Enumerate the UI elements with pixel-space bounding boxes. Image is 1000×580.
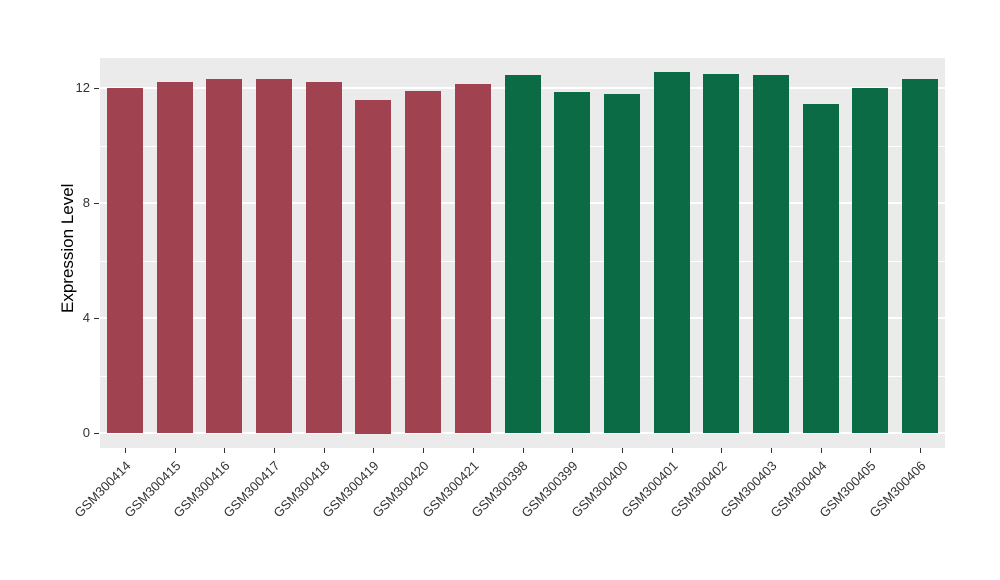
x-tick-mark	[373, 448, 374, 453]
x-tick-mark	[721, 448, 722, 453]
x-tick-mark	[572, 448, 573, 453]
y-tick-mark	[94, 433, 99, 434]
bar	[206, 79, 242, 433]
bar	[306, 82, 342, 433]
bar	[852, 88, 888, 433]
x-tick-mark	[622, 448, 623, 453]
bar	[107, 88, 143, 433]
x-tick-mark	[821, 448, 822, 453]
y-tick-label: 0	[82, 425, 90, 440]
x-tick-mark	[870, 448, 871, 453]
y-axis-title: Expression Level	[58, 183, 77, 313]
bar	[505, 75, 541, 433]
y-tick-label: 8	[82, 195, 90, 210]
x-tick-mark	[423, 448, 424, 453]
x-tick-mark	[125, 448, 126, 453]
y-tick-mark	[94, 88, 99, 89]
bar	[753, 75, 789, 433]
bar	[654, 72, 690, 433]
bar	[157, 82, 193, 433]
x-tick-mark	[473, 448, 474, 453]
bar	[902, 79, 938, 433]
x-tick-mark	[274, 448, 275, 453]
x-tick-mark	[523, 448, 524, 453]
x-tick-mark	[672, 448, 673, 453]
x-tick-mark	[224, 448, 225, 453]
x-tick-mark	[175, 448, 176, 453]
x-tick-mark	[324, 448, 325, 453]
bar	[703, 74, 739, 433]
bar	[256, 79, 292, 433]
plot-panel	[100, 58, 945, 448]
bar	[405, 91, 441, 433]
bar	[604, 94, 640, 433]
bar	[554, 92, 590, 433]
bar	[455, 84, 491, 433]
y-tick-mark	[94, 318, 99, 319]
bar	[355, 100, 391, 434]
y-tick-label: 4	[82, 310, 90, 325]
x-tick-mark	[920, 448, 921, 453]
bar	[803, 104, 839, 433]
y-tick-mark	[94, 203, 99, 204]
y-tick-label: 12	[75, 80, 90, 95]
x-tick-mark	[771, 448, 772, 453]
